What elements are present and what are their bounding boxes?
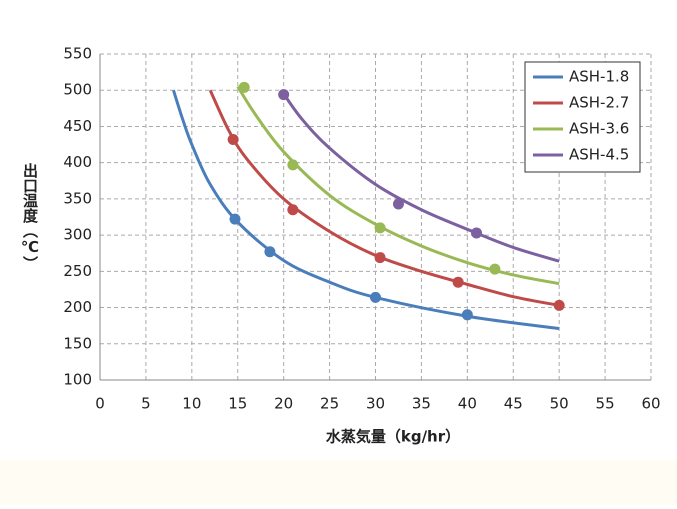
data-point <box>287 204 299 216</box>
x-tick-label: 20 <box>274 395 293 413</box>
curve <box>282 92 560 263</box>
curve <box>236 85 560 286</box>
x-axis-title: 水蒸気量（kg/hr） <box>326 428 460 446</box>
x-tick-label: 45 <box>504 395 523 413</box>
x-tick-label: 50 <box>550 395 569 413</box>
data-point <box>374 222 386 234</box>
legend-label: ASH-2.7 <box>569 94 629 112</box>
legend-label: ASH-4.5 <box>569 146 629 164</box>
x-tick-label: 40 <box>458 395 477 413</box>
y-tick-label: 500 <box>63 81 92 99</box>
y-tick-label: 300 <box>63 226 92 244</box>
x-tick-label: 55 <box>596 395 615 413</box>
x-tick-label: 0 <box>95 395 105 413</box>
data-point <box>471 227 483 239</box>
data-point <box>461 309 473 321</box>
data-point <box>374 252 386 264</box>
legend-label: ASH-1.8 <box>569 68 629 86</box>
data-point <box>392 198 404 210</box>
x-tick-label: 30 <box>366 395 385 413</box>
data-point <box>264 246 276 258</box>
data-point <box>287 159 299 171</box>
x-tick-label: 60 <box>641 395 660 413</box>
data-point <box>452 276 464 288</box>
x-tick-label: 15 <box>228 395 247 413</box>
y-tick-label: 150 <box>63 334 92 352</box>
x-tick-label: 5 <box>141 395 151 413</box>
data-point <box>227 133 239 145</box>
y-tick-label: 350 <box>63 189 92 207</box>
y-tick-label: 400 <box>63 153 92 171</box>
y-tick-label: 100 <box>63 371 92 389</box>
data-point <box>370 291 381 303</box>
data-point <box>553 299 565 311</box>
y-tick-label: 550 <box>63 45 92 63</box>
y-tick-label: 250 <box>63 262 92 280</box>
background-strip <box>0 460 677 505</box>
y-tick-label: 450 <box>63 117 92 135</box>
y-tick-label: 200 <box>63 298 92 316</box>
x-tick-label: 35 <box>412 395 431 413</box>
x-tick-label: 25 <box>320 395 339 413</box>
data-point <box>238 81 250 93</box>
x-tick-label: 10 <box>182 395 201 413</box>
data-point <box>489 263 501 275</box>
legend-label: ASH-3.6 <box>569 120 629 138</box>
data-point <box>229 213 241 225</box>
curve <box>208 89 560 307</box>
y-axis-title: 出口温度（℃） <box>21 162 39 271</box>
data-point <box>278 89 290 101</box>
